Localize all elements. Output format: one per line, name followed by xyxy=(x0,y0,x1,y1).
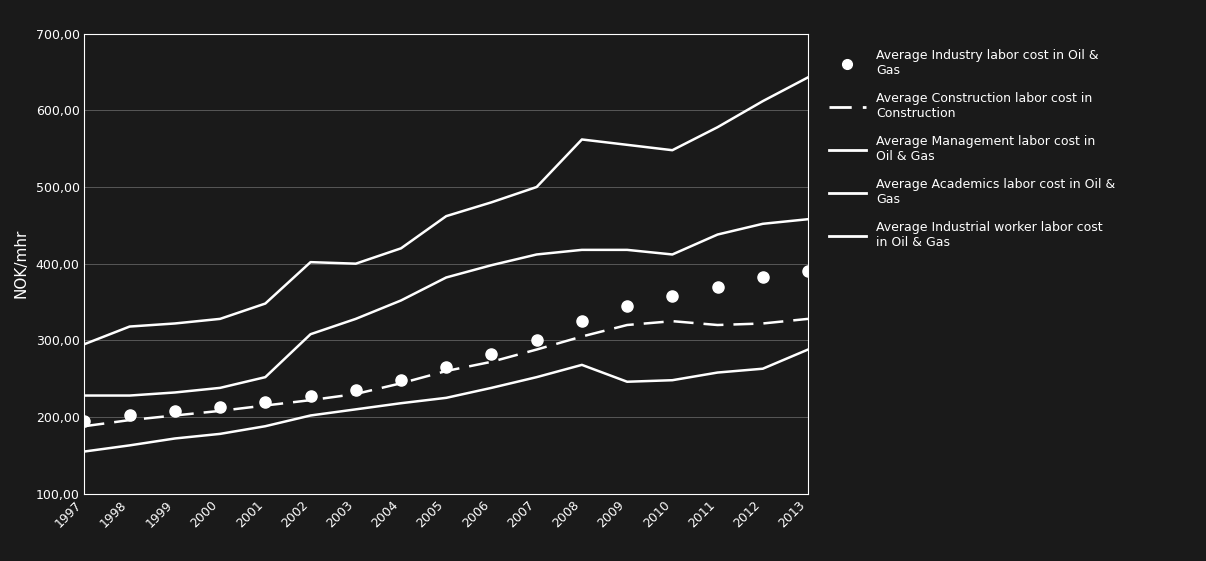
Legend: Average Industry labor cost in Oil &
Gas, Average Construction labor cost in
Con: Average Industry labor cost in Oil & Gas… xyxy=(829,49,1116,249)
Y-axis label: NOK/mhr: NOK/mhr xyxy=(13,229,29,298)
